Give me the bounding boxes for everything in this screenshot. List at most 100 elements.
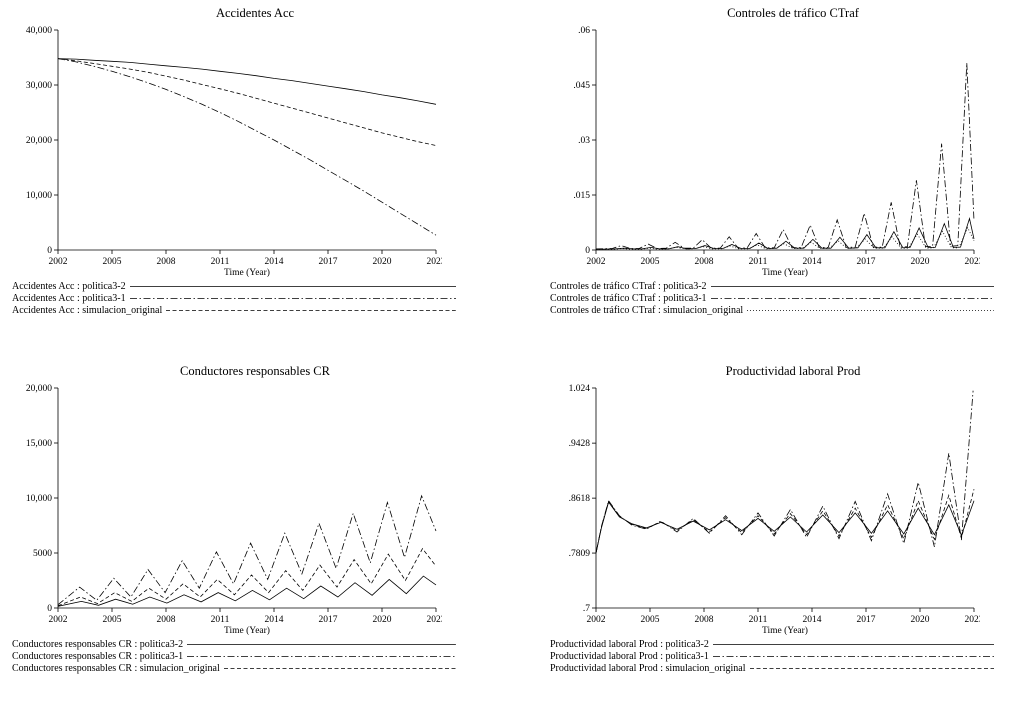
y-tick-label: 20,000 [26,384,52,394]
legend-line-sample [710,286,994,287]
chart-productividad-laboral: Productividad laboral Prod .7 .7809 .8618.… [550,364,994,675]
legend-row: Productividad laboral Prod : simulacion_… [550,663,994,674]
chart-legend: Productividad laboral Prod : politica3-2… [550,639,994,674]
x-tick-label: 2005 [103,257,122,267]
x-tick-label: 2008 [695,257,714,267]
legend-label: Productividad laboral Prod : politica3-1 [550,651,709,662]
y-tick-label: .7 [583,604,590,614]
y-tick-label: 20,000 [26,136,52,146]
legend-line-sample [187,644,456,645]
legend-row: Conductores responsables CR : politica3-… [12,651,456,662]
legend-line-sample [129,286,456,287]
chart-accidentes: Accidentes Acc 0 10,000 20,000 30,000 40,000… [12,6,456,317]
legend-label: Accidentes Acc : politica3-1 [12,293,126,304]
legend-label: Conductores responsables CR : politica3-… [12,651,184,662]
series-politica3-2 [57,575,437,607]
x-tick-label: 2011 [749,257,768,267]
x-axis-label: Time (Year) [224,625,270,636]
x-axis-label: Time (Year) [762,267,808,278]
series-politica3-1 [57,58,437,236]
y-tick-label: 5000 [33,549,52,559]
y-tick-label: 10,000 [26,494,52,504]
chart-conductores-responsables: Conductores responsables CR 0 5000 10,000 1… [12,364,456,675]
legend-line-sample [747,310,994,311]
series-simulacion_original [595,489,975,554]
chart-title: Productividad laboral Prod [725,364,861,378]
x-tick-label: 2008 [157,257,176,267]
x-tick-label: 2017 [857,257,876,267]
legend-label: Controles de tráfico CTraf : simulacion_… [550,305,744,316]
x-tick-label: 2023 [965,615,981,625]
y-tick-label: 15,000 [26,439,52,449]
legend-label: Productividad laboral Prod : politica3-2 [550,639,709,650]
x-tick-label: 2014 [265,615,284,625]
series-politica3-1 [57,494,437,606]
chart-title: Conductores responsables CR [180,364,330,378]
legend-row: Controles de tráfico CTraf : politica3-1 [550,293,994,304]
chart-controles-trafico: Controles de tráfico CTraf 0 .015 .03 .045.… [550,6,994,317]
x-tick-label: 2014 [803,257,822,267]
y-tick-label: .045 [573,81,590,91]
legend-label: Accidentes Acc : simulacion_original [12,305,163,316]
x-tick-label: 2020 [373,615,392,625]
legend-label: Productividad laboral Prod : simulacion_… [550,663,746,674]
x-axis-label: Time (Year) [224,267,270,278]
x-tick-label: 2002 [587,615,606,625]
x-tick-label: 2008 [695,615,714,625]
series-politica3-2 [595,500,975,554]
y-tick-label: 0 [47,604,52,614]
x-tick-label: 2002 [587,257,606,267]
x-tick-label: 2023 [965,257,981,267]
x-tick-label: 2023 [427,615,443,625]
chart-plot-area: 0 5000 10,000 15,000 20,000 2002 2005 2008 2011 2… [26,384,443,636]
chart-plot-area: 0 .015 .03 .045 .06 2002 2005 2008 2011 2014 2017 2… [573,26,981,278]
series-politica3-1 [595,62,975,250]
y-tick-label: 1.024 [569,384,591,394]
chart-plot-area: .7 .7809 .8618 .9428 1.024 2002 2005 2008 2011 20… [569,384,981,636]
series-simulacion_original [596,226,975,250]
y-tick-label: .8618 [569,494,591,504]
x-tick-label: 2011 [211,257,230,267]
x-tick-label: 2005 [641,257,660,267]
y-tick-label: .03 [578,136,590,146]
y-tick-label: 10,000 [26,191,52,201]
legend-line-sample [166,310,456,311]
legend-line-sample [187,656,456,657]
legend-row: Productividad laboral Prod : politica3-2 [550,639,994,650]
chart-title: Controles de tráfico CTraf [727,6,859,20]
series-politica3-2 [57,58,437,105]
legend-label: Controles de tráfico CTraf : politica3-2 [550,281,707,292]
legend-row: Accidentes Acc : politica3-1 [12,293,456,304]
legend-line-sample [712,644,994,645]
y-tick-label: .9428 [569,439,591,449]
legend-row: Accidentes Acc : politica3-2 [12,281,456,292]
legend-line-sample [223,668,456,669]
chart-title: Accidentes Acc [215,6,295,20]
series-politica3-1 [595,390,974,554]
legend-row: Accidentes Acc : simulacion_original [12,305,456,316]
x-tick-label: 2011 [749,615,768,625]
x-tick-label: 2008 [157,615,176,625]
y-tick-label: 40,000 [26,26,52,36]
y-tick-label: 30,000 [26,81,52,91]
x-tick-label: 2002 [49,615,68,625]
x-tick-label: 2020 [911,257,930,267]
x-tick-label: 2020 [911,615,930,625]
series-simulacion_original [57,547,437,607]
x-tick-label: 2017 [319,615,338,625]
y-tick-label: 0 [585,246,590,256]
x-tick-label: 2005 [103,615,122,625]
legend-label: Controles de tráfico CTraf : politica3-1 [550,293,707,304]
legend-row: Conductores responsables CR : politica3-… [12,639,456,650]
x-tick-label: 2017 [857,615,876,625]
x-tick-label: 2017 [319,257,338,267]
x-axis-label: Time (Year) [762,625,808,636]
y-tick-label: .7809 [569,549,591,559]
y-tick-label: 0 [47,246,52,256]
x-tick-label: 2005 [641,615,660,625]
x-tick-label: 2002 [49,257,68,267]
legend-row: Conductores responsables CR : simulacion… [12,663,456,674]
legend-line-sample [129,298,456,299]
legend-row: Controles de tráfico CTraf : simulacion_… [550,305,994,316]
legend-line-sample [712,656,994,657]
